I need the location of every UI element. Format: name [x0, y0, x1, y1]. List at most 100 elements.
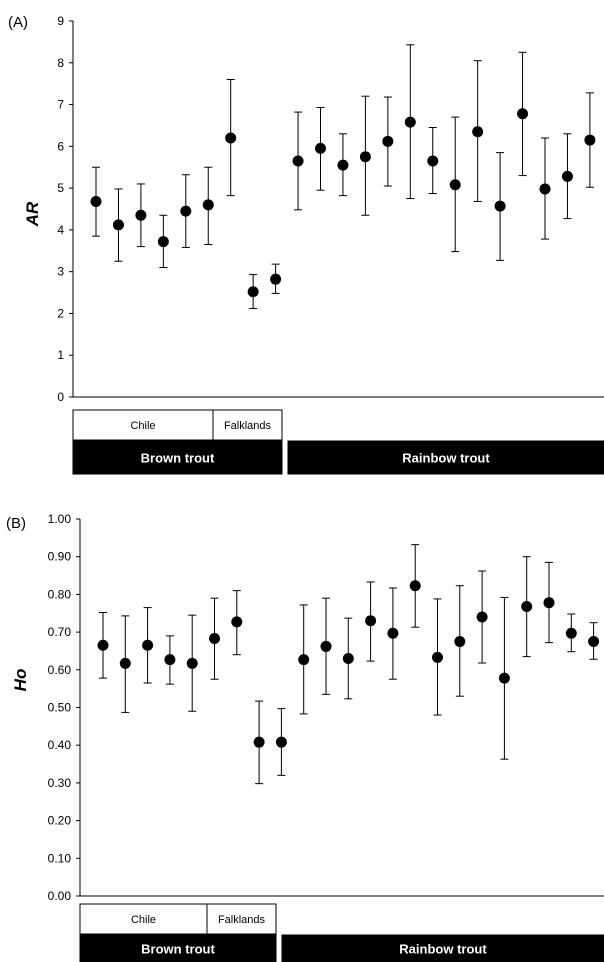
data-point	[498, 672, 510, 684]
data-point-group	[90, 166, 102, 237]
data-point-group	[225, 78, 237, 197]
data-point	[521, 600, 533, 612]
region-label: Chile	[131, 914, 156, 926]
data-point	[454, 636, 466, 648]
data-point-group	[517, 51, 529, 177]
panel-a-label: (A)	[8, 14, 28, 31]
data-point-group	[292, 111, 304, 211]
data-point-group	[365, 581, 377, 662]
data-point-group	[387, 587, 399, 680]
data-point-group	[404, 44, 416, 200]
data-point-group	[315, 106, 326, 191]
region-label: Falklands	[218, 914, 266, 926]
data-point	[409, 580, 421, 592]
y-tick-label: 6	[57, 139, 64, 153]
data-point	[247, 286, 259, 298]
species-label: Brown trout	[141, 942, 215, 957]
y-tick-label: 0.00	[48, 889, 72, 903]
data-point-group	[427, 127, 439, 195]
data-point-group	[320, 597, 332, 695]
data-point-group	[382, 96, 394, 187]
y-tick-label: 0.10	[48, 851, 72, 865]
y-tick-label: 0	[57, 390, 64, 404]
panel-b: (B) Ho 0.000.100.200.300.400.500.600.700…	[6, 512, 604, 962]
panel-a-y-ticks: 0 1 2 3 4 5 6 7 8 9	[57, 14, 73, 404]
data-point	[387, 627, 399, 639]
data-point-group	[454, 585, 466, 697]
data-point-group	[119, 615, 131, 713]
data-point	[427, 155, 439, 167]
y-tick-label: 7	[57, 98, 64, 112]
region-box	[212, 409, 283, 441]
region-box	[79, 903, 208, 935]
data-point	[561, 170, 573, 182]
data-point	[565, 627, 577, 639]
y-tick-label: 1	[57, 348, 64, 362]
data-point	[517, 108, 529, 120]
y-tick-label: 0.20	[48, 814, 72, 828]
data-point	[231, 616, 243, 628]
data-point	[359, 151, 371, 163]
data-point-group	[186, 614, 198, 712]
data-point-group	[180, 174, 192, 248]
y-tick-label: 8	[57, 56, 64, 70]
y-tick-label: 4	[57, 223, 64, 237]
data-point	[292, 155, 304, 167]
data-point-group	[247, 274, 259, 309]
data-point	[202, 199, 214, 211]
data-point-group	[498, 596, 510, 760]
data-point-group	[494, 152, 506, 261]
panel-b-y-ticks: 0.00 0.10 0.20 0.30 0.40 0.50 0.60 0.70 0.80 0.90…	[48, 512, 80, 903]
data-point	[472, 126, 484, 138]
data-point-group	[584, 92, 596, 188]
data-point-group	[409, 544, 421, 628]
data-point-group	[142, 607, 154, 684]
data-point-group	[209, 597, 220, 680]
data-point-group	[231, 590, 243, 656]
data-point-group	[135, 183, 147, 248]
data-point	[476, 611, 488, 623]
data-point	[404, 116, 416, 128]
data-point	[584, 134, 596, 146]
data-point	[337, 159, 349, 171]
data-point	[157, 236, 169, 248]
y-tick-label: 0.50	[48, 701, 72, 715]
y-tick-label: 0.30	[48, 776, 72, 790]
data-point-group	[275, 708, 287, 776]
data-point-group	[588, 622, 600, 660]
data-point-group	[449, 116, 461, 253]
region-box	[206, 903, 277, 935]
data-point-group	[359, 95, 371, 216]
data-point-group	[253, 700, 265, 785]
data-point-group	[543, 561, 555, 644]
data-point-group	[164, 635, 176, 685]
panel-a-axes	[72, 21, 604, 398]
y-tick-label: 3	[57, 265, 64, 279]
species-label: Brown trout	[141, 451, 215, 466]
data-point-group	[472, 60, 484, 202]
y-tick-label: 0.70	[48, 625, 72, 639]
data-point	[270, 273, 282, 285]
y-tick-label: 5	[57, 181, 64, 195]
data-point	[382, 135, 394, 147]
y-tick-label: 0.80	[48, 587, 72, 601]
data-point	[225, 132, 237, 144]
data-point	[588, 636, 600, 648]
data-point	[275, 736, 287, 748]
data-point	[164, 654, 176, 666]
data-point-group	[157, 214, 169, 268]
data-point	[320, 640, 332, 652]
data-point-group	[270, 263, 282, 294]
region-label: Chile	[130, 420, 155, 432]
panel-b-y-axis-label: Ho	[11, 669, 30, 692]
region-box	[72, 409, 214, 441]
data-point	[253, 736, 265, 748]
data-point	[142, 639, 154, 651]
data-point	[365, 615, 377, 627]
y-tick-label: 9	[57, 14, 64, 28]
data-point	[315, 142, 326, 154]
data-point	[135, 209, 147, 221]
data-point-group	[298, 604, 310, 715]
data-point	[90, 195, 102, 207]
data-point-group	[342, 617, 354, 700]
